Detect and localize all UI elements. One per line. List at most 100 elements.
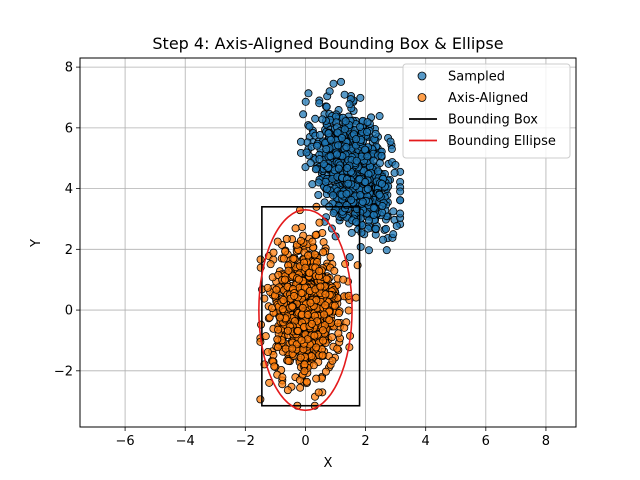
data-point	[304, 251, 313, 260]
data-point	[315, 267, 324, 276]
data-point	[315, 99, 324, 108]
data-point	[329, 79, 338, 88]
data-point	[283, 326, 292, 335]
data-point	[318, 326, 327, 335]
data-point	[279, 296, 288, 305]
data-point	[290, 291, 299, 300]
data-point	[377, 179, 386, 188]
data-point	[301, 163, 310, 172]
data-point	[347, 196, 356, 205]
data-point	[386, 137, 395, 146]
data-point	[322, 184, 331, 193]
data-point	[352, 156, 361, 165]
data-point	[390, 168, 399, 177]
data-point	[363, 118, 372, 127]
data-point	[341, 117, 350, 126]
data-point	[273, 335, 282, 344]
data-point	[272, 285, 281, 294]
data-point	[303, 310, 312, 319]
series-axis-aligned	[256, 202, 362, 410]
data-point	[342, 143, 351, 152]
data-point	[389, 207, 398, 216]
data-point	[374, 167, 383, 176]
data-point	[358, 197, 367, 206]
data-point	[375, 112, 384, 121]
data-point	[322, 145, 331, 154]
data-point	[363, 184, 372, 193]
data-point	[371, 129, 380, 138]
data-point	[387, 145, 396, 154]
data-point	[369, 156, 378, 165]
x-tick-label: 6	[482, 434, 490, 449]
data-point	[320, 310, 329, 319]
data-point	[322, 274, 331, 283]
data-point	[300, 360, 309, 369]
data-point	[282, 234, 291, 243]
data-point	[315, 131, 324, 140]
data-point	[298, 303, 307, 312]
data-point	[280, 275, 289, 284]
data-point	[283, 386, 292, 395]
data-point	[321, 290, 330, 299]
data-point	[311, 114, 320, 123]
legend-label: Bounding Box	[448, 113, 538, 128]
data-point	[294, 275, 303, 284]
data-point	[318, 228, 327, 237]
legend-marker	[417, 93, 427, 102]
data-point	[274, 325, 283, 334]
data-point	[382, 246, 391, 255]
data-point	[310, 331, 319, 340]
data-point	[327, 333, 336, 342]
data-point	[305, 268, 314, 277]
data-point	[318, 351, 327, 360]
y-tick-label: 8	[65, 61, 73, 76]
data-point	[321, 367, 330, 376]
data-point	[329, 191, 338, 200]
data-point	[360, 145, 369, 154]
data-point	[296, 383, 305, 392]
data-point	[291, 224, 300, 233]
data-point	[305, 122, 314, 131]
data-point	[302, 377, 311, 386]
data-point	[266, 260, 275, 269]
data-point	[389, 230, 398, 239]
data-point	[352, 135, 361, 144]
data-point	[299, 110, 308, 119]
data-point	[339, 275, 348, 284]
data-point	[340, 323, 349, 332]
data-point	[312, 374, 321, 383]
data-point	[356, 242, 365, 251]
data-point	[304, 89, 313, 98]
data-point	[332, 150, 341, 159]
data-point	[325, 316, 334, 325]
data-point	[308, 237, 317, 246]
data-point	[314, 388, 323, 397]
data-point	[269, 248, 278, 257]
x-tick-label: 0	[301, 434, 309, 449]
data-point	[307, 352, 316, 361]
y-tick-label: 4	[65, 182, 73, 197]
plot-area	[256, 77, 405, 412]
data-point	[324, 129, 333, 138]
data-point	[278, 380, 287, 389]
data-point	[311, 165, 320, 174]
data-point	[325, 87, 334, 96]
data-point	[330, 266, 339, 275]
data-point	[344, 179, 353, 188]
y-tick-label: 2	[65, 243, 73, 258]
data-point	[273, 237, 282, 246]
data-point	[322, 102, 331, 111]
data-point	[334, 329, 343, 338]
x-axis-label: X	[324, 456, 333, 471]
data-point	[352, 293, 361, 302]
data-point	[369, 203, 378, 212]
data-point	[281, 247, 290, 256]
legend-label: Sampled	[448, 70, 505, 85]
data-point	[343, 163, 352, 172]
data-point	[273, 343, 282, 352]
data-point	[321, 177, 330, 186]
data-point	[396, 209, 405, 218]
data-point	[329, 209, 338, 218]
data-point	[278, 373, 287, 382]
